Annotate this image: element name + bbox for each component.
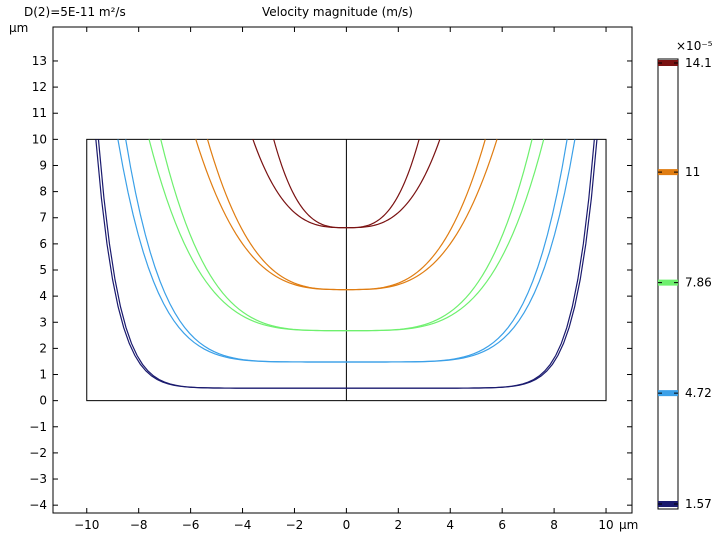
colorbar-swatch	[658, 169, 678, 176]
contour-line	[125, 139, 568, 363]
y-tick-label: 3	[39, 315, 47, 329]
contour-line	[97, 139, 595, 389]
y-tick-label: 11	[32, 106, 47, 120]
x-tick-label: 2	[395, 518, 403, 532]
x-tick-label: 8	[550, 518, 558, 532]
x-tick-label: 6	[498, 518, 506, 532]
y-tick-label: 8	[39, 185, 47, 199]
colorbar-tick-label: 1.57	[685, 497, 712, 511]
y-tick-label: 12	[32, 80, 47, 94]
contour-line	[206, 139, 486, 291]
colorbar-swatch	[658, 390, 678, 397]
y-tick-label: 13	[32, 54, 47, 68]
y-tick-label: −3	[29, 472, 47, 486]
colorbar-swatch	[658, 60, 678, 66]
y-tick-label: 4	[39, 289, 47, 303]
y-tick-label: 5	[39, 263, 47, 277]
y-unit-label: µm	[9, 21, 28, 35]
x-tick-label: −8	[130, 518, 148, 532]
y-tick-label: 1	[39, 368, 47, 382]
y-tick-label: 0	[39, 394, 47, 408]
colorbar-tick-label: 11	[685, 165, 700, 179]
colorbar-tick-label: 7.86	[685, 276, 712, 290]
y-tick-label: −4	[29, 498, 47, 512]
axis-ticks: −10 −8 −6 −4 −2 0 2 4 6 8 10 µm−4−3−2−1012345678910…	[9, 21, 638, 532]
contour-line	[273, 139, 420, 229]
x-tick-label: −4	[234, 518, 252, 532]
parameter-label: D(2)=5E-11 m²/s	[24, 5, 126, 19]
colorbar-tick-label: 14.1	[685, 56, 712, 70]
x-tick-label: −10	[74, 518, 99, 532]
x-tick-label: 0	[343, 518, 351, 532]
colorbar-exponent-label: ×10⁻⁵	[676, 39, 713, 53]
x-tick-label: 10	[598, 518, 613, 532]
y-tick-label: 10	[32, 132, 47, 146]
chart-title: Velocity magnitude (m/s)	[262, 5, 413, 19]
axes-frame	[52, 26, 633, 514]
domain-geometry	[86, 138, 607, 402]
y-tick-label: 9	[39, 158, 47, 172]
y-tick-label: −2	[29, 446, 47, 460]
x-tick-label: −6	[182, 518, 200, 532]
x-unit-label: µm	[619, 518, 638, 532]
color-legend: 14.1 11 7.86 4.72 1.57 ×10⁻⁵	[657, 39, 713, 511]
x-tick-label: −2	[286, 518, 304, 532]
colorbar-swatch	[658, 279, 678, 286]
colorbar-swatch	[658, 501, 678, 507]
y-tick-label: 6	[39, 237, 47, 251]
contour-lines	[95, 139, 598, 389]
plot-border	[52, 26, 633, 514]
y-tick-label: 2	[39, 341, 47, 355]
y-tick-label: 7	[39, 211, 47, 225]
y-tick-label: −1	[29, 420, 47, 434]
colorbar-tick-label: 4.72	[685, 386, 712, 400]
contour-line	[160, 139, 533, 332]
x-tick-label: 4	[446, 518, 454, 532]
